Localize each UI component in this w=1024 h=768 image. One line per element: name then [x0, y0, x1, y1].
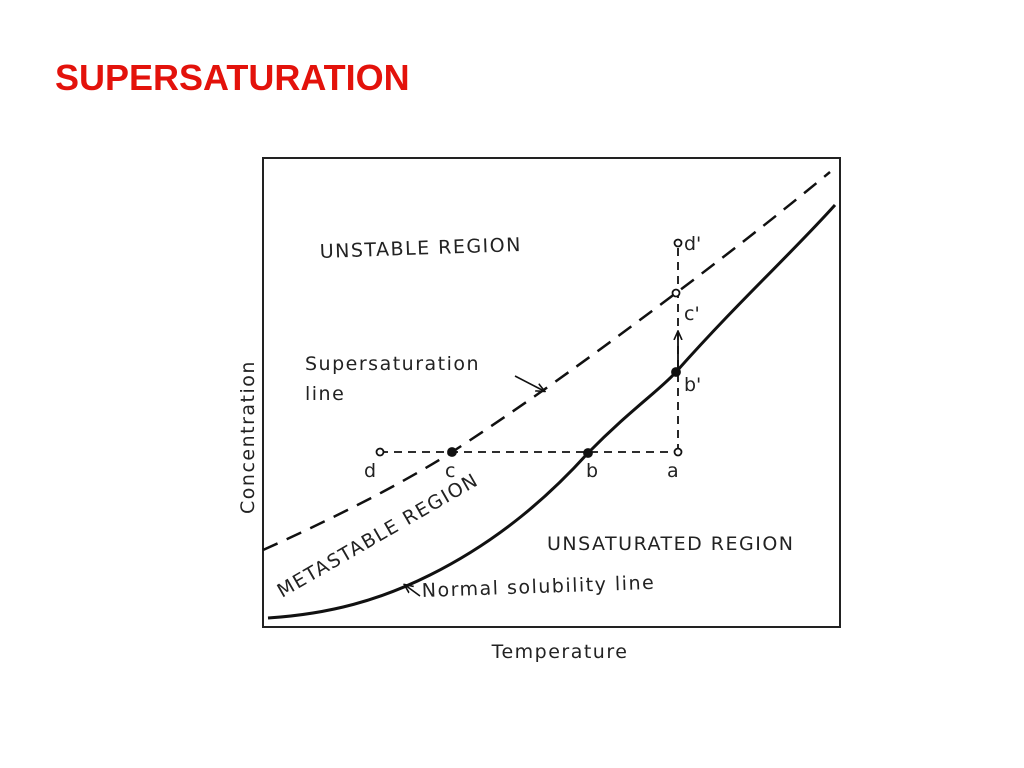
unsaturated-region-label: UNSATURATED REGION: [547, 533, 795, 555]
point-label: b': [684, 374, 701, 396]
point-b: [583, 448, 593, 458]
supersaturation-curve: [262, 171, 831, 552]
point-a: [673, 447, 683, 457]
point-label: d: [364, 460, 376, 482]
supersaturation-line-label: Supersaturation: [305, 353, 480, 375]
supersaturation-line-label: line: [305, 383, 345, 405]
solubility-line-label: Normal solubility line: [421, 572, 655, 602]
point-c: [447, 447, 457, 457]
point-label: c: [445, 460, 455, 482]
point-d: [375, 447, 385, 457]
slide-title: SUPERSATURATION: [55, 57, 410, 98]
point-label: b: [586, 460, 598, 482]
point-label: d': [684, 233, 701, 255]
label-arrow: [405, 585, 421, 597]
point-d-prime: [673, 238, 683, 248]
point-c-prime: [671, 288, 681, 298]
point-label: c': [684, 303, 700, 325]
x-axis-label: Temperature: [491, 641, 629, 663]
y-axis-label: Concentration: [237, 360, 259, 514]
unstable-region-label: UNSTABLE REGION: [319, 234, 522, 263]
plot-frame: [262, 157, 841, 628]
point-b-prime: [671, 367, 681, 377]
point-label: a: [667, 460, 679, 482]
label-arrow: [514, 375, 544, 391]
path-points: [375, 238, 683, 458]
